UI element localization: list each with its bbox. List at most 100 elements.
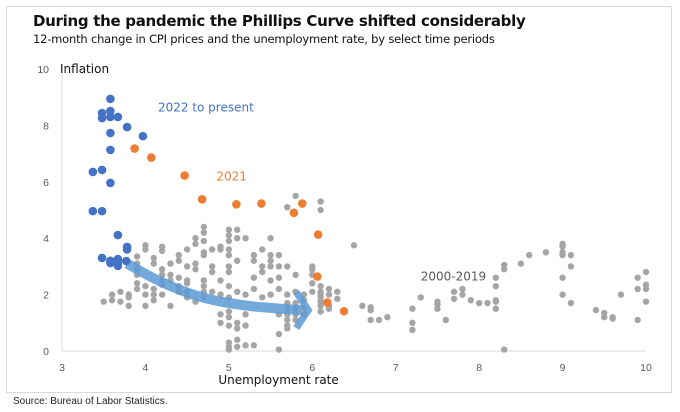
data-point [167,271,174,279]
data-point [242,342,249,349]
data-point [267,235,274,242]
data-point [317,198,324,205]
data-point [183,246,191,253]
data-point [284,291,291,298]
data-point [317,302,324,310]
data-point [133,285,141,293]
data-point [158,247,166,255]
data-point [309,280,316,287]
data-point [292,271,299,279]
data-point [234,288,241,295]
y-tick-label: 10 [37,64,49,76]
data-point [484,299,491,307]
data-point [242,235,249,242]
data-point [117,288,124,295]
data-point [642,268,650,276]
data-point [146,153,156,162]
chart-frame [6,6,672,393]
x-tick-label: 6 [309,362,315,374]
data-point [106,178,115,188]
data-point [313,230,323,239]
data-point [517,260,525,267]
data-point [150,254,157,262]
data-point [100,298,107,305]
x-tick-label: 10 [640,362,652,374]
data-point [192,240,199,248]
data-point [208,288,216,295]
data-point [642,285,650,293]
data-point [175,257,182,264]
chart-title: During the pandemic the Phillips Curve s… [33,12,526,30]
data-point [334,288,341,295]
data-point [459,291,466,298]
data-point [559,274,566,281]
data-point [142,302,149,310]
data-point [232,200,241,209]
data-point [526,251,533,259]
data-point [434,305,441,312]
data-point [492,305,500,312]
data-point [242,311,249,318]
data-point [200,229,208,236]
data-point [634,285,641,293]
data-point [234,226,241,233]
data-point [259,294,266,301]
data-point [97,165,107,175]
data-point [200,251,208,259]
data-point [217,311,224,318]
data-point [275,251,283,259]
data-point [125,294,132,301]
data-point [113,261,123,271]
data-point [275,263,283,270]
data-point [267,277,274,284]
data-point [442,316,449,324]
data-point [125,302,132,310]
y-axis-title: Inflation [60,62,109,76]
data-point [609,313,616,321]
data-point [217,277,224,284]
data-point [158,291,166,298]
data-point [250,251,258,259]
data-point [192,260,199,267]
x-tick-label: 7 [393,362,399,374]
data-point [158,266,166,273]
data-point [234,319,241,326]
label-2021: 2021 [216,169,247,183]
data-point [259,263,266,270]
data-point [250,274,258,281]
data-point [106,128,115,138]
data-point [142,291,149,298]
data-point [250,257,258,264]
data-point [312,272,322,281]
data-point [225,232,233,239]
data-point [150,260,157,267]
x-axis-title: Unemployment rate [218,373,338,387]
data-point [275,346,283,353]
x-tick-label: 3 [59,362,65,374]
data-point [175,251,182,259]
series-2021 [130,144,349,316]
data-point [225,346,233,353]
data-point [359,302,366,310]
data-point [234,325,241,332]
arrow-head [293,290,313,331]
data-point [200,237,208,245]
data-point [409,319,416,326]
axes [61,69,646,352]
data-point [106,256,115,266]
data-point [492,274,500,281]
data-point [617,291,625,298]
data-point [297,199,307,208]
source-note: Source: Bureau of Labor Statistics. [13,396,168,407]
data-point [367,316,374,324]
data-point [267,291,274,298]
data-point [325,291,333,298]
data-point [122,245,132,254]
y-tick-label: 6 [43,177,49,189]
data-point [234,235,241,242]
x-tick-label: 8 [476,362,482,374]
label-2022-to-present: 2022 to present [158,100,254,114]
data-point [113,230,123,240]
data-point [417,294,424,301]
